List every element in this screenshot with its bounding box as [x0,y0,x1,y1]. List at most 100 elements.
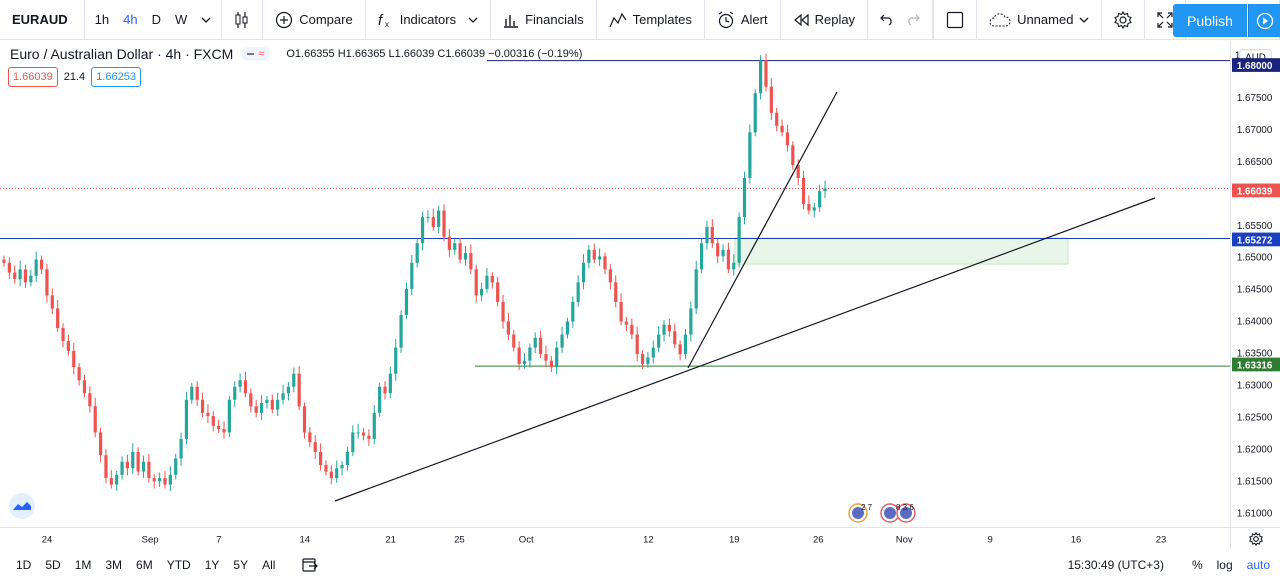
auto-scale-toggle[interactable]: auto [1246,558,1270,572]
candle [50,288,54,314]
chart-type-button[interactable] [228,5,256,35]
goto-date-button[interactable] [302,557,319,573]
layout-name-button[interactable]: Unnamed [983,5,1095,35]
candle [447,228,451,257]
candle [592,243,596,264]
ask-price[interactable]: 1.66253 [91,67,141,87]
range-button-ytd[interactable]: YTD [166,558,191,572]
price-tick-label: 1.64000 [1237,317,1273,328]
candle [335,460,339,483]
candle [131,443,135,474]
log-scale-toggle[interactable]: log [1216,558,1233,572]
event-marker-2[interactable]: 8 3 6 [880,503,916,523]
range-button-5d[interactable]: 5D [45,558,61,572]
range-button-1d[interactable]: 1D [16,558,32,572]
candle [56,299,60,332]
candle [667,318,671,337]
bid-price[interactable]: 1.66039 [8,67,58,87]
settings-button[interactable] [1108,5,1138,35]
chart-pane[interactable]: 2 7 8 3 6 [0,41,1230,527]
alert-button[interactable]: Alert [711,5,774,35]
range-button-6m[interactable]: 6M [136,558,153,572]
candle [23,264,28,288]
financials-button[interactable]: Financials [497,5,590,35]
rewind-icon [793,13,809,26]
candle [158,472,162,487]
candle [458,237,462,264]
candle [125,454,130,476]
candle [302,402,307,439]
range-button-3m[interactable]: 3M [105,558,123,572]
time-tick-label: 9 [987,534,992,545]
long-trendline[interactable] [334,197,1156,502]
candle [791,141,795,170]
range-button-1y[interactable]: 1Y [204,558,220,572]
wave-icon: ≈ [258,48,265,60]
candle [640,350,645,370]
events-layer: 2 7 8 3 6 [848,503,916,523]
price-axis-label[interactable]: 1.63316 [1231,357,1280,372]
candle [549,355,553,372]
tradingview-logo[interactable] [9,493,35,519]
short-trendline[interactable] [687,91,838,369]
legend-title[interactable]: Euro / Australian Dollar · 4h · FXCM [10,46,234,62]
range-button-all[interactable]: All [262,558,276,572]
price-axis-label[interactable]: 1.65272 [1231,232,1280,247]
candle [453,239,457,256]
trendlines-layer [334,91,1156,502]
interval-w[interactable]: W [174,12,188,27]
range-button-1m[interactable]: 1M [74,558,92,572]
bottom-toolbar: 1D 5D 1M 3M 6M YTD 1Y 5Y All 15:30:49 (UTC+3) % … [0,550,1280,580]
range-button-5y[interactable]: 5Y [233,558,249,572]
candle [565,317,570,339]
candle [136,447,140,476]
candle [635,326,639,362]
templates-button[interactable]: Templates [603,5,698,35]
publish-button[interactable]: Publish [1173,4,1247,37]
time-tick-label: 14 [299,534,310,545]
candle [818,184,822,213]
candle [694,260,698,314]
symbol-search-button[interactable]: EURAUD [12,12,68,27]
candle [340,461,344,476]
candle [184,391,189,445]
indicators-label: Indicators [399,12,457,27]
candle [109,470,113,489]
undo-button[interactable] [874,5,900,35]
compare-button[interactable]: Compare [269,5,358,35]
select-layout-checkbox[interactable] [940,5,970,35]
price-scale[interactable]: 1. AUD 1.67500 1.67000 1.66500 1.65500 1.650… [1230,41,1280,527]
clock-timezone[interactable]: 15:30:49 (UTC+3) [1067,558,1164,572]
interval-1h[interactable]: 1h [94,12,110,27]
spread-value: 21.4 [63,71,86,83]
candle [318,443,323,471]
financials-group: Financials [491,0,597,40]
series-legend: Euro / Australian Dollar · 4h · FXCM ≈ O… [10,46,582,62]
candle [581,254,586,290]
candle [61,323,65,348]
demand-zone[interactable] [734,237,1069,265]
price-axis-label[interactable]: 1.68000 [1231,58,1280,72]
time-tick-label: 7 [216,534,221,545]
price-scale-settings[interactable] [1230,527,1280,549]
publish-dropdown-button[interactable] [1248,4,1280,37]
percent-scale-toggle[interactable]: % [1191,558,1203,572]
interval-d[interactable]: D [151,12,161,27]
price-axis-label[interactable]: 1.66039 [1231,183,1280,198]
price-tick-label: 1.66500 [1237,157,1273,168]
replay-button[interactable]: Replay [787,5,861,35]
chevron-down-icon [201,17,211,23]
event-marker-1[interactable]: 2 7 [848,503,873,523]
candle [555,341,559,375]
legend-status-badge[interactable]: ≈ [241,47,271,61]
time-scale[interactable]: 24 Sep 7 14 21 25 Oct 12 19 26 Nov 9 16 23 [0,527,1230,549]
redo-button[interactable] [900,5,926,35]
candles-layer [2,53,827,491]
interval-dropdown[interactable] [195,5,217,35]
fullscreen-button[interactable] [1151,5,1179,35]
bottom-right-controls: 15:30:49 (UTC+3) % log auto [1068,550,1280,580]
candle [619,293,623,326]
interval-4h[interactable]: 4h [123,12,138,27]
